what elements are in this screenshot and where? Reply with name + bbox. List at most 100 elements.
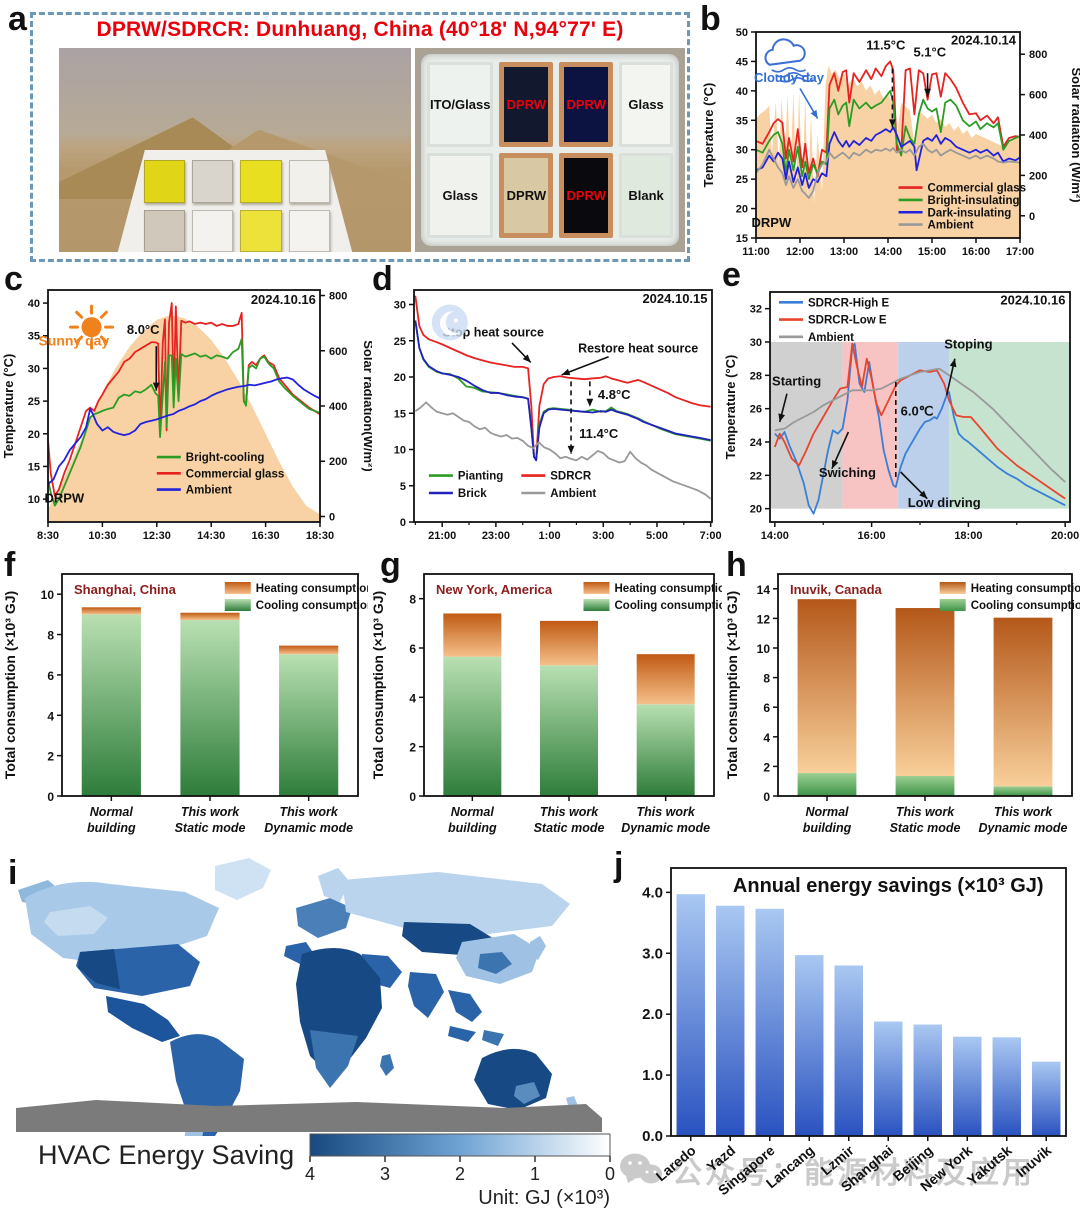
panel-label-b: b: [700, 0, 721, 38]
bar-segment: [81, 607, 141, 615]
svg-text:2: 2: [409, 741, 416, 755]
legend: Pianting SDRCR Brick Ambient: [428, 471, 596, 500]
svg-text:Ambient: Ambient: [808, 332, 854, 344]
sample-tile: [288, 209, 330, 252]
svg-text:20: 20: [750, 504, 762, 516]
svg-text:11:00: 11:00: [742, 246, 770, 258]
sample-tile-dprw: DPRW: [499, 153, 554, 238]
svg-text:Heating consumption: Heating consumption: [971, 583, 1080, 595]
svg-text:17:00: 17:00: [1006, 246, 1034, 258]
legend: Heating consumption Cooling consumption: [224, 582, 368, 612]
svg-text:Sunny day: Sunny day: [38, 333, 109, 349]
wechat-icon: [620, 1153, 662, 1184]
panel-label-c: c: [4, 260, 23, 298]
bar-segment: [443, 613, 502, 657]
svg-text:22: 22: [750, 470, 762, 482]
svg-text:14:00: 14:00: [874, 246, 902, 258]
sample-tile-blank: Blank: [619, 153, 673, 238]
svg-text:200: 200: [1029, 170, 1047, 182]
svg-text:10: 10: [757, 642, 771, 656]
sample-table: [116, 149, 354, 252]
svg-text:2: 2: [47, 750, 54, 764]
svg-text:Heating consumption: Heating consumption: [615, 583, 723, 595]
svg-text:12: 12: [757, 612, 771, 626]
panel-label-a: a: [8, 0, 27, 38]
axis-ticks: 21:00 23:00 1:00 3:00 5:00 7:00 0 5 10 15 20 25 30: [394, 300, 722, 543]
series-lines: [755, 60, 1021, 199]
svg-text:0: 0: [400, 517, 406, 529]
svg-text:0: 0: [763, 790, 770, 804]
svg-text:Total consumption (×10³ GJ): Total consumption (×10³ GJ): [724, 591, 740, 779]
svg-text:14: 14: [757, 583, 771, 597]
svg-text:0.0: 0.0: [642, 1128, 663, 1145]
svg-text:8: 8: [763, 672, 770, 686]
panel-label-j: j: [614, 846, 624, 884]
svg-text:40: 40: [736, 86, 748, 98]
svg-text:10: 10: [41, 588, 55, 602]
svg-text:5:00: 5:00: [646, 530, 668, 542]
bar-segment: [636, 654, 695, 705]
sample-tile-label: DPRW: [566, 97, 606, 112]
colorbar-ticks: 4 3 2 1 0: [305, 1164, 615, 1184]
svg-text:4.8°C: 4.8°C: [598, 387, 631, 402]
series-bright-insulating: [755, 89, 1021, 181]
svg-text:Ambient: Ambient: [186, 485, 232, 497]
sample-tile-label: Blank: [628, 188, 664, 203]
svg-text:Solar radiation(W/m²): Solar radiation(W/m²): [361, 340, 372, 471]
bar-segment: [81, 614, 141, 796]
svg-text:20:00: 20:00: [1051, 530, 1079, 542]
svg-text:6: 6: [47, 669, 54, 683]
svg-text:18:30: 18:30: [306, 530, 334, 542]
bar-segment: [895, 776, 955, 796]
svg-text:3: 3: [380, 1164, 390, 1184]
sample-tile-label: Glass: [442, 188, 478, 203]
svg-text:2024.10.16: 2024.10.16: [1000, 293, 1065, 308]
svg-text:SDRCR-Low E: SDRCR-Low E: [808, 315, 887, 327]
svg-text:11.4°C: 11.4°C: [579, 426, 619, 441]
svg-text:New York, America: New York, America: [436, 582, 553, 597]
desert-photo: [59, 48, 411, 252]
bar-yazd: [716, 905, 745, 1136]
svg-text:15: 15: [736, 233, 748, 245]
svg-text:400: 400: [1029, 130, 1047, 142]
svg-text:15: 15: [394, 408, 406, 420]
svg-text:Static mode: Static mode: [890, 821, 961, 835]
svg-text:Dynamic mode: Dynamic mode: [264, 821, 353, 835]
svg-text:12:30: 12:30: [143, 530, 171, 542]
svg-text:6.0℃: 6.0℃: [901, 403, 934, 418]
legend: Bright-cooling Commercial glass Ambient: [156, 452, 284, 497]
svg-text:This work: This work: [636, 805, 695, 819]
svg-text:800: 800: [1029, 49, 1047, 61]
sample-tile-dprw: DPRW: [499, 62, 554, 147]
series-lines: [47, 302, 321, 507]
sample-tile: [144, 160, 186, 203]
svg-text:16:30: 16:30: [252, 530, 280, 542]
svg-text:Dynamic mode: Dynamic mode: [979, 821, 1068, 835]
annotations: 2024.10.15 Stop heat source Restore heat s…: [431, 291, 708, 454]
panel-label-d: d: [372, 260, 393, 298]
legend: SDRCR-High E SDRCR-Low E Ambient: [779, 297, 889, 344]
panel-label-e: e: [722, 256, 741, 294]
svg-text:4: 4: [763, 731, 770, 745]
bar-segment: [636, 704, 695, 796]
svg-text:Dynamic mode: Dynamic mode: [621, 821, 710, 835]
chart-consumption-newyork: 0 2 4 6 8 Normal building This work Static mode T…: [370, 573, 723, 835]
svg-text:Normal: Normal: [805, 805, 849, 819]
colorbar-unit: Unit: GJ (×10³): [478, 1187, 610, 1208]
svg-text:10: 10: [28, 494, 40, 506]
bar-segment: [993, 786, 1053, 796]
svg-text:Commercial glass: Commercial glass: [186, 468, 284, 480]
svg-text:2: 2: [763, 760, 770, 774]
svg-text:DRPW: DRPW: [44, 490, 84, 505]
bar-yakutsk: [992, 1037, 1021, 1136]
svg-text:Static mode: Static mode: [175, 821, 246, 835]
bar-laredo: [676, 894, 705, 1136]
series-ambient: [414, 401, 712, 500]
map-caption: HVAC Energy Saving: [38, 1140, 295, 1170]
svg-text:35: 35: [28, 331, 40, 343]
svg-text:Commercial glass: Commercial glass: [928, 183, 1026, 195]
series-dark-insulating: [755, 126, 1021, 189]
svg-text:Starting: Starting: [772, 373, 821, 388]
svg-text:Bright-insulating: Bright-insulating: [928, 195, 1020, 207]
